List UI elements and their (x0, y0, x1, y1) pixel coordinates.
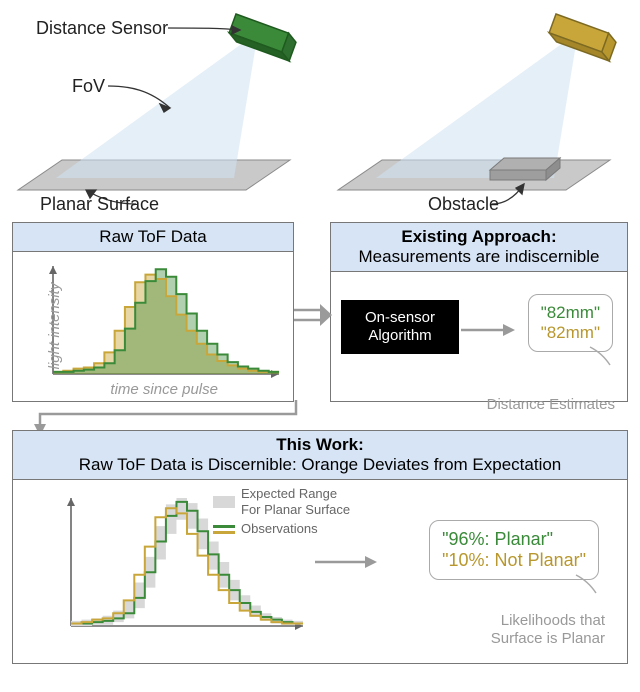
panel-raw-tof: Raw ToF Data light intensity time since … (12, 222, 294, 402)
bubble-tail-icon (574, 573, 600, 595)
label-planar-surface: Planar Surface (40, 194, 159, 215)
connector-raw-to-existing (294, 300, 334, 332)
legend-expected-text: Expected Range For Planar Surface (241, 486, 350, 519)
label-distance-sensor: Distance Sensor (36, 18, 168, 39)
raw-y-axis-label: light intensity (46, 283, 63, 370)
distance-bubble-line2: "82mm" (541, 323, 600, 343)
scene-right: Obstacle (320, 0, 640, 220)
onsensor-algorithm-box: On-sensor Algorithm (341, 300, 459, 354)
legend: Expected Range For Planar Surface Observ… (213, 486, 350, 539)
onsensor-label: On-sensor Algorithm (365, 309, 435, 345)
arrow-box-to-bubble (459, 318, 519, 342)
panel-this-title-strong: This Work: (276, 435, 364, 454)
panel-this-work: This Work: Raw ToF Data is Discernible: … (12, 430, 628, 664)
panel-existing-title-rest: Measurements are indiscernible (359, 247, 600, 266)
panel-existing-title: Existing Approach: Measurements are indi… (331, 223, 627, 272)
panel-this-body: Expected Range For Planar Surface Observ… (13, 480, 627, 656)
raw-x-axis-label: time since pulse (110, 381, 218, 398)
likelihood-bubble: "96%: Planar" "10%: Not Planar" (429, 520, 599, 580)
label-obstacle: Obstacle (428, 194, 499, 215)
likelihood-line2: "10%: Not Planar" (442, 550, 586, 571)
likelihood-line1: "96%: Planar" (442, 529, 586, 550)
legend-expected: Expected Range For Planar Surface (213, 486, 350, 519)
distance-caption: Distance Estimates (487, 396, 615, 414)
scene-row: Distance Sensor FoV Planar Surface (0, 0, 640, 220)
label-fov: FoV (72, 76, 105, 97)
panel-existing-title-strong: Existing Approach: (401, 227, 556, 246)
legend-observations: Observations (213, 521, 350, 537)
panel-existing-body: On-sensor Algorithm "82mm" "82mm" Distan… (331, 272, 627, 420)
legend-obs-lines (213, 523, 235, 535)
panel-this-title: This Work: Raw ToF Data is Discernible: … (13, 431, 627, 480)
distance-bubble-line1: "82mm" (541, 303, 600, 323)
arrow-chart-to-bubble (313, 550, 383, 574)
panel-raw-body: light intensity time since pulse (13, 252, 293, 400)
scene-right-svg (320, 0, 640, 220)
scene-left: Distance Sensor FoV Planar Surface (0, 0, 320, 220)
panel-this-title-rest: Raw ToF Data is Discernible: Orange Devi… (79, 455, 562, 474)
legend-expected-swatch (213, 496, 235, 508)
bubble-tail-icon (588, 345, 614, 367)
legend-obs-text: Observations (241, 521, 318, 537)
panel-raw-title: Raw ToF Data (13, 223, 293, 252)
distance-bubble: "82mm" "82mm" (528, 294, 613, 352)
panel-existing: Existing Approach: Measurements are indi… (330, 222, 628, 402)
likelihood-caption: Likelihoods that Surface is Planar (491, 612, 605, 648)
